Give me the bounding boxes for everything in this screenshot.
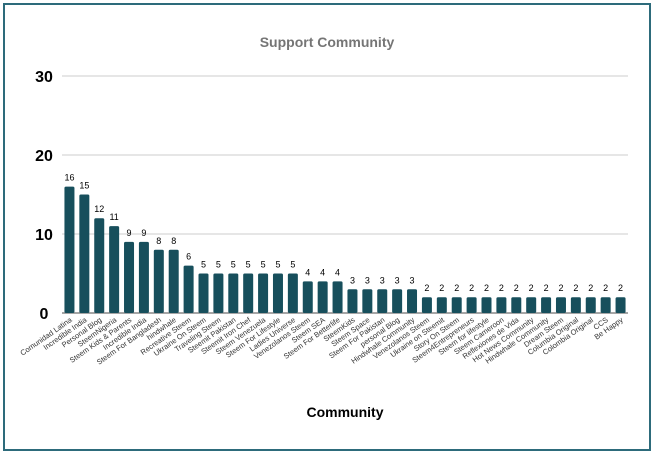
bar (377, 289, 388, 313)
bar (258, 273, 269, 313)
bar (272, 273, 283, 313)
bar (421, 297, 432, 313)
bar (213, 273, 224, 313)
bar (496, 297, 507, 313)
data-label: 16 (64, 173, 74, 183)
data-label: 3 (410, 275, 415, 285)
y-tick-label: 30 (35, 69, 53, 86)
bar (332, 281, 343, 313)
data-label: 2 (484, 283, 489, 293)
bar (526, 297, 537, 313)
bar (168, 249, 179, 313)
bar (585, 297, 596, 313)
y-tick-label: 0 (40, 306, 49, 323)
data-label: 4 (320, 267, 325, 277)
data-label: 3 (350, 275, 355, 285)
bar (124, 241, 135, 313)
bar (317, 281, 328, 313)
bar (407, 289, 418, 313)
data-label: 2 (439, 283, 444, 293)
bar (198, 273, 209, 313)
bar (615, 297, 626, 313)
data-label: 8 (171, 236, 176, 246)
bar (466, 297, 477, 313)
bar (362, 289, 373, 313)
bar (511, 297, 522, 313)
data-label: 5 (261, 260, 266, 270)
data-label: 2 (499, 283, 504, 293)
data-label: 5 (246, 260, 251, 270)
data-label: 2 (618, 283, 623, 293)
y-tick-label: 10 (35, 227, 53, 244)
data-label: 12 (94, 204, 104, 214)
y-tick-label: 20 (35, 148, 53, 165)
data-label: 5 (201, 260, 206, 270)
data-label: 5 (231, 260, 236, 270)
bar (243, 273, 254, 313)
data-label: 2 (544, 283, 549, 293)
x-axis-title: Community (307, 404, 384, 420)
data-label: 2 (588, 283, 593, 293)
data-label: 5 (290, 260, 295, 270)
bar (153, 249, 164, 313)
bar (347, 289, 358, 313)
data-label: 15 (79, 181, 89, 191)
data-label: 3 (365, 275, 370, 285)
data-label: 2 (469, 283, 474, 293)
bar (183, 265, 194, 313)
bar (392, 289, 403, 313)
bar (436, 297, 447, 313)
bar (570, 297, 581, 313)
data-label: 2 (514, 283, 519, 293)
data-label: 9 (127, 228, 132, 238)
bar (541, 297, 552, 313)
data-label: 2 (529, 283, 534, 293)
data-label: 2 (424, 283, 429, 293)
data-label: 5 (275, 260, 280, 270)
data-label: 5 (216, 260, 221, 270)
data-label: 4 (305, 267, 310, 277)
data-label: 6 (186, 252, 191, 262)
bar (600, 297, 611, 313)
bar (302, 281, 313, 313)
data-label: 3 (395, 275, 400, 285)
bar (109, 226, 120, 313)
bar (451, 297, 462, 313)
data-label: 4 (335, 267, 340, 277)
bar (481, 297, 492, 313)
chart-frame (3, 3, 651, 451)
bar (138, 241, 149, 313)
bar (79, 194, 90, 313)
bar (64, 186, 75, 313)
data-label: 2 (558, 283, 563, 293)
chart-title: Support Community (260, 34, 395, 50)
data-label: 9 (141, 228, 146, 238)
data-label: 3 (380, 275, 385, 285)
bar (555, 297, 566, 313)
data-label: 2 (603, 283, 608, 293)
data-label: 2 (573, 283, 578, 293)
bar (287, 273, 298, 313)
data-label: 11 (109, 212, 118, 222)
data-label: 8 (156, 236, 161, 246)
bar (94, 218, 105, 313)
data-label: 2 (454, 283, 459, 293)
bar (228, 273, 239, 313)
